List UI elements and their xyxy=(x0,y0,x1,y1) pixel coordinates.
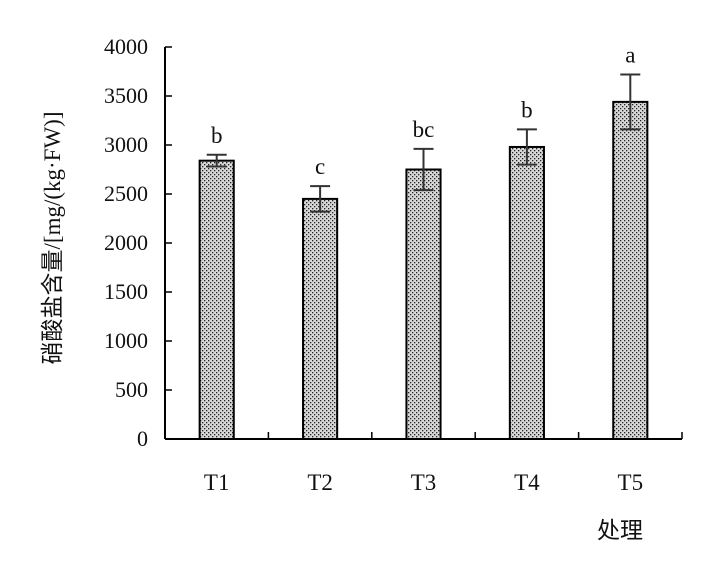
y-tick-label: 2000 xyxy=(104,230,148,255)
y-tick-label: 1500 xyxy=(104,279,148,304)
labels: 0 500 1000 1500 2000 2500 3000 3500 4000 T1 b T2 c T3… xyxy=(104,34,643,495)
x-tick-label: T3 xyxy=(411,470,437,495)
y-tick-label: 2500 xyxy=(104,181,148,206)
y-tick-label: 0 xyxy=(137,426,148,451)
x-axis-title: 处理 xyxy=(597,518,643,543)
significance-label: b xyxy=(521,97,533,122)
x-tick-label: T1 xyxy=(204,470,230,495)
bar-T4 xyxy=(508,145,545,441)
x-tick-label: T2 xyxy=(307,470,333,495)
bar-T2 xyxy=(302,197,339,440)
bar-T1 xyxy=(198,159,235,440)
bar-T3 xyxy=(405,168,442,440)
x-tick-label: T5 xyxy=(618,470,644,495)
bars xyxy=(198,73,649,441)
significance-label: b xyxy=(211,123,223,148)
bar-T5 xyxy=(612,100,649,440)
y-tick-label: 3500 xyxy=(104,83,148,108)
significance-label: c xyxy=(315,154,325,179)
x-tick-label: T4 xyxy=(514,470,540,495)
axes xyxy=(164,46,683,440)
y-tick-label: 1000 xyxy=(104,328,148,353)
significance-label: a xyxy=(625,42,635,67)
significance-label: bc xyxy=(413,117,435,142)
y-tick-label: 4000 xyxy=(104,34,148,59)
y-tick-label: 3000 xyxy=(104,132,148,157)
y-axis-title: 硝酸盐含量/[mg/(kg·FW)] xyxy=(40,112,65,365)
y-tick-label: 500 xyxy=(115,377,148,402)
